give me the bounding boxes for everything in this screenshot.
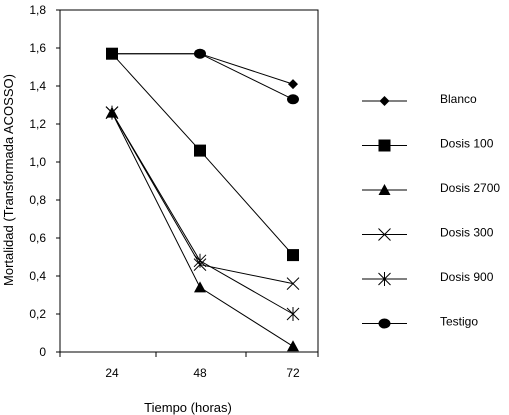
marker-x-stroke bbox=[378, 228, 391, 241]
data-point-dosis-900 bbox=[193, 253, 207, 268]
plot-area: 0 0,2 0,4 0,6 0,8 1,0 1,2 1,4 1,6 1,8 24 48 72 bbox=[29, 3, 319, 380]
y-axis-title: Mortalidad (Transformada ACOSSO) bbox=[1, 74, 16, 286]
y-tick-label: 1,0 bbox=[29, 155, 46, 169]
data-point-dosis-900 bbox=[105, 105, 119, 120]
legend-marker-blanco bbox=[379, 96, 390, 106]
legend-label-dosis-900: Dosis 900 bbox=[440, 270, 494, 284]
legend-marker-dosis-100 bbox=[378, 139, 391, 152]
legend-label-dosis-2700: Dosis 2700 bbox=[440, 181, 500, 195]
data-point-testigo bbox=[106, 48, 118, 59]
series-line-testigo bbox=[112, 53, 294, 100]
legend: Blanco Dosis 100 Dosis 2700 Dosis 300 Dosis … bbox=[362, 92, 500, 329]
data-point-dosis-100 bbox=[194, 144, 206, 157]
data-point-testigo bbox=[287, 94, 299, 105]
y-tick-label: 0,4 bbox=[29, 269, 46, 283]
y-tick-label: 1,6 bbox=[29, 41, 46, 55]
data-point-testigo bbox=[194, 48, 206, 59]
y-tick-label: 0,2 bbox=[29, 307, 46, 321]
marker-x-stroke bbox=[286, 277, 300, 290]
legend-marker-testigo bbox=[378, 318, 391, 329]
y-tick-label: 1,2 bbox=[29, 117, 46, 131]
y-tick-label: 0,8 bbox=[29, 193, 46, 207]
data-point-blanco bbox=[288, 79, 298, 90]
y-axis-title-group: Mortalidad (Transformada ACOSSO) bbox=[1, 74, 16, 286]
x-tick-label: 48 bbox=[193, 366, 207, 380]
x-axis-title: Tiempo (horas) bbox=[144, 400, 232, 415]
x-tick-label: 24 bbox=[105, 366, 119, 380]
y-tick-label: 1,8 bbox=[29, 3, 46, 17]
data-point-dosis-2700 bbox=[194, 281, 206, 293]
legend-label-dosis-100: Dosis 100 bbox=[440, 137, 494, 151]
legend-marker-dosis-2700 bbox=[378, 184, 391, 195]
data-point-dosis-2700 bbox=[287, 340, 299, 352]
legend-label-testigo: Testigo bbox=[440, 315, 478, 329]
legend-label-blanco: Blanco bbox=[440, 92, 477, 106]
plot-frame bbox=[59, 9, 319, 353]
x-tick-label: 72 bbox=[286, 366, 300, 380]
legend-marker-dosis-900 bbox=[378, 272, 391, 286]
data-point-dosis-900 bbox=[286, 307, 300, 321]
y-tick-label: 0 bbox=[39, 345, 46, 359]
series-line-blanco bbox=[112, 53, 294, 85]
y-tick-label: 0,6 bbox=[29, 231, 46, 245]
data-point-dosis-300 bbox=[286, 277, 300, 290]
series-line-dosis-900 bbox=[111, 112, 294, 315]
data-point-dosis-100 bbox=[287, 249, 299, 262]
legend-label-dosis-300: Dosis 300 bbox=[440, 226, 494, 240]
y-tick-label: 1,4 bbox=[29, 79, 46, 93]
legend-marker-dosis-300 bbox=[378, 228, 391, 241]
